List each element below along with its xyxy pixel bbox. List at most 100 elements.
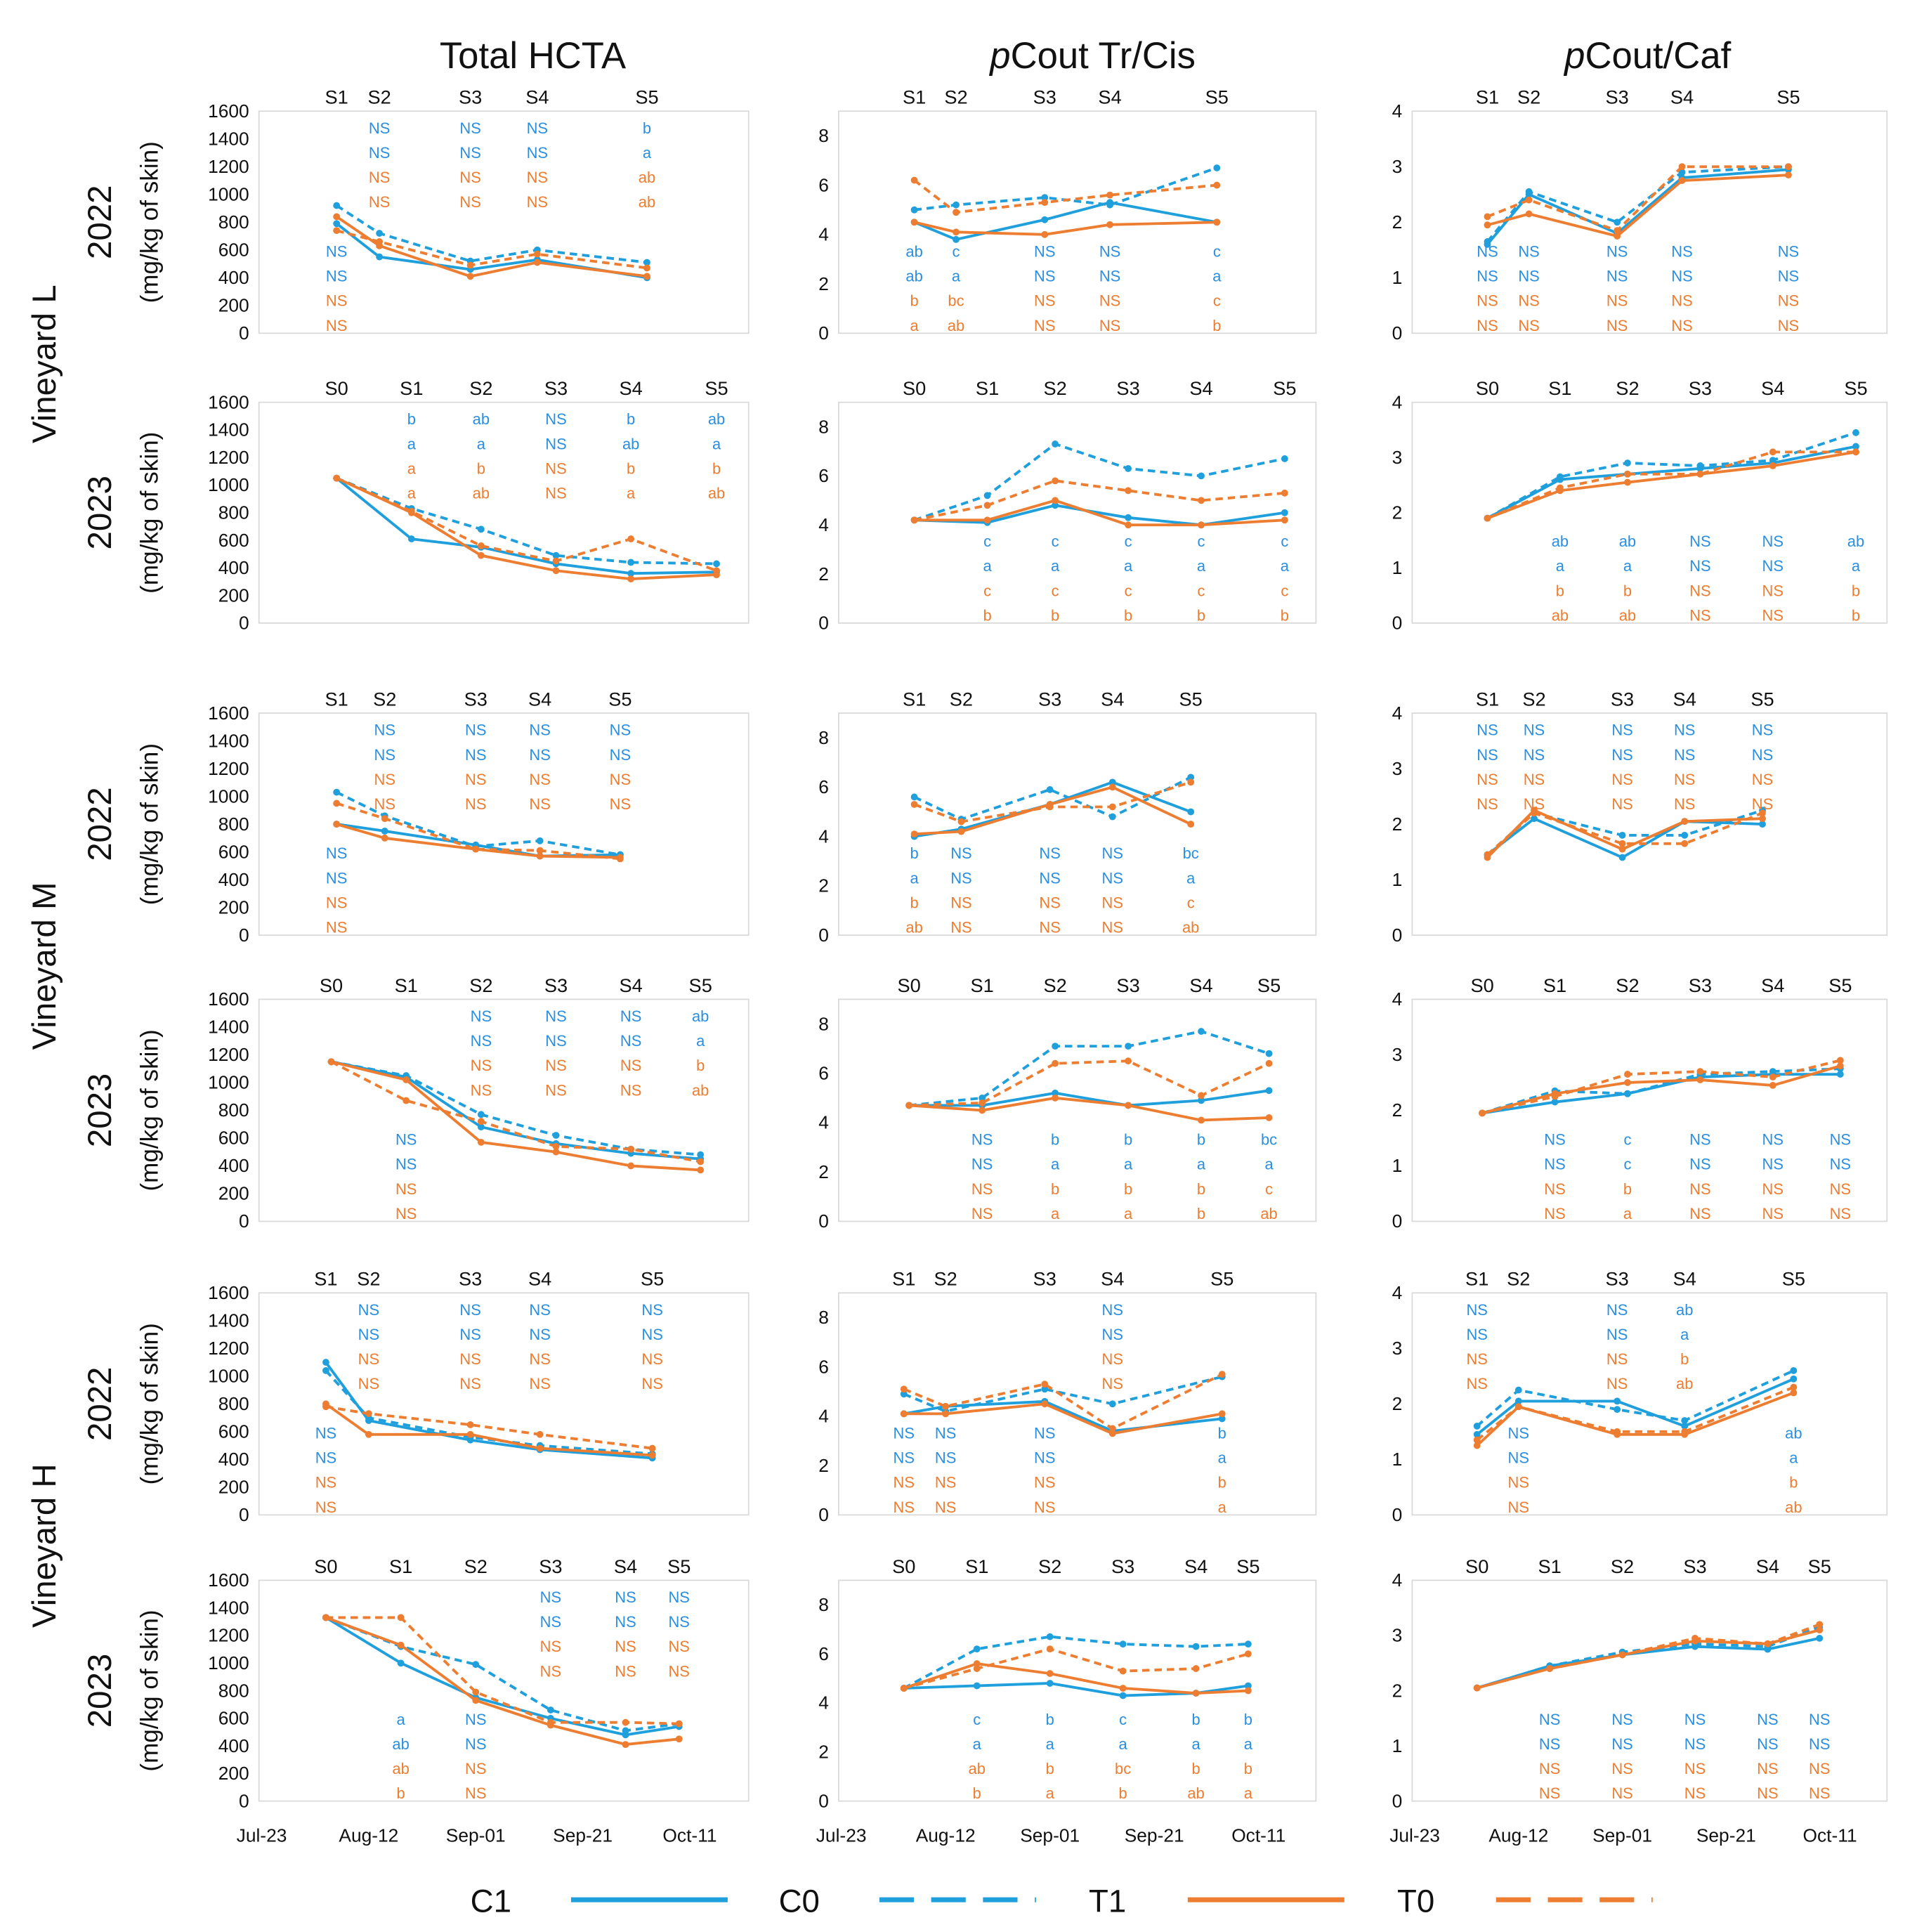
y-tick-label: 1200: [208, 1625, 249, 1646]
significance-letter: c: [1623, 1131, 1631, 1149]
stage-label: S1: [903, 86, 926, 108]
data-point-T1: [953, 228, 960, 236]
data-point-T0: [365, 1410, 372, 1418]
stage-label: S4: [1673, 688, 1696, 710]
series-line-T0: [913, 179, 1217, 214]
significance-letter: ab: [622, 435, 639, 452]
data-point-T1: [648, 1451, 656, 1459]
significance-letter: NS: [1606, 1375, 1628, 1392]
significance-letter: a: [1212, 268, 1222, 285]
series-line-T1: [325, 1616, 679, 1747]
data-point-C0: [1244, 1640, 1252, 1648]
data-point-T1: [1198, 521, 1205, 529]
data-point-T0: [1618, 1651, 1626, 1659]
stage-label: S5: [608, 688, 631, 710]
significance-letter: b: [1051, 606, 1059, 624]
significance-letter: c: [953, 242, 960, 260]
stage-label: S5: [667, 1555, 691, 1577]
significance-letter: NS: [971, 1205, 993, 1222]
significance-letter: NS: [615, 1638, 636, 1655]
data-point-C0: [1265, 1050, 1273, 1057]
significance-letter: ab: [1260, 1205, 1277, 1222]
significance-letter: a: [1244, 1735, 1253, 1753]
stage-label: S2: [1507, 1268, 1530, 1290]
data-point-C0: [1041, 194, 1049, 202]
significance-letter: NS: [1689, 582, 1710, 599]
significance-letter: NS: [1757, 1735, 1778, 1753]
data-point-T0: [1764, 1640, 1772, 1647]
x-tick-label: Sep-21: [1696, 1825, 1756, 1846]
significance-letter: a: [1046, 1784, 1055, 1802]
data-point-C0: [910, 793, 918, 801]
significance-letter: NS: [1477, 771, 1498, 788]
significance-letter: NS: [1544, 1131, 1565, 1149]
data-point-C1: [407, 535, 415, 542]
significance-letter: NS: [395, 1131, 417, 1149]
significance-letter: ab: [1785, 1424, 1802, 1442]
vineyard-label: Vineyard M: [26, 882, 63, 1050]
series-line-T0: [330, 1060, 701, 1163]
significance-letter: a: [952, 268, 961, 285]
data-point-T0: [1836, 1057, 1844, 1064]
y-tick-label: 1000: [208, 785, 249, 807]
significance-letter: b: [1192, 1711, 1200, 1728]
significance-letter: c: [1125, 533, 1132, 550]
y-tick-label: 8: [818, 727, 829, 748]
data-point-T1: [397, 1641, 405, 1649]
data-point-C1: [477, 1123, 485, 1131]
data-point-T0: [942, 1402, 950, 1410]
significance-letter: NS: [1762, 1205, 1784, 1222]
panel: 0 2 4 6 8 S1 S2 S3 S4 S5 NS NS NS NS NS NS NS NS NS NS NS NS N…: [818, 1268, 1317, 1525]
panel: 0 200 400 600 800 1000 1200 1400 1600 S0 S1 S2 S3 S4 S…: [208, 377, 750, 634]
data-point-T0: [533, 250, 541, 258]
series-line-T0: [1481, 1059, 1841, 1115]
series-line-C0: [1481, 1067, 1840, 1115]
data-point-C1: [1816, 1634, 1824, 1642]
significance-letter: b: [1051, 1180, 1059, 1198]
plot-area: [258, 1292, 750, 1516]
data-point-T1: [643, 273, 650, 280]
data-point-T0: [466, 1421, 474, 1428]
significance-letter: NS: [1606, 1326, 1628, 1343]
stage-label: S3: [1111, 1555, 1134, 1577]
data-point-C0: [1041, 1385, 1049, 1393]
data-point-T0: [1106, 191, 1113, 199]
stage-label: S4: [1098, 86, 1121, 108]
data-point-C1: [1041, 216, 1049, 223]
stage-label: S5: [1828, 974, 1852, 996]
significance-letter: b: [1218, 1474, 1226, 1492]
significance-letter: NS: [1778, 317, 1799, 334]
data-point-T1: [1187, 821, 1195, 828]
stage-label: S5: [1808, 1555, 1831, 1577]
significance-letter: NS: [1762, 1131, 1784, 1149]
y-tick-label: 0: [239, 613, 249, 634]
series-line-T1: [903, 1662, 1248, 1695]
y-tick-label: 800: [218, 814, 249, 835]
significance-letter: b: [910, 844, 918, 862]
significance-letter: NS: [326, 869, 347, 887]
significance-letter: b: [696, 1057, 705, 1074]
significance-letter: NS: [610, 771, 631, 788]
significance-letter: NS: [1518, 242, 1539, 260]
significance-letter: b: [910, 894, 918, 911]
series-line-T1: [909, 1096, 1269, 1122]
data-point-C0: [627, 559, 635, 566]
significance-letter: a: [1264, 1156, 1274, 1173]
significance-letter: ab: [1182, 919, 1199, 936]
significance-letter: NS: [1611, 771, 1632, 788]
significance-letter: ab: [1619, 606, 1636, 624]
stage-label: S2: [1616, 377, 1639, 399]
significance-letter: NS: [668, 1662, 689, 1680]
significance-letter: NS: [471, 1057, 492, 1074]
significance-letter: b: [1680, 1350, 1689, 1368]
x-tick-label: Aug-12: [916, 1825, 976, 1846]
plot-area: [1411, 712, 1888, 936]
data-point-T1: [900, 1410, 908, 1418]
significance-letter: NS: [950, 869, 971, 887]
significance-letter: b: [712, 459, 721, 477]
significance-letter: a: [1124, 557, 1133, 575]
significance-letter: c: [973, 1711, 981, 1728]
stage-label: S0: [1470, 974, 1493, 996]
significance-letter: ab: [905, 919, 922, 936]
stage-label: S5: [1273, 377, 1296, 399]
